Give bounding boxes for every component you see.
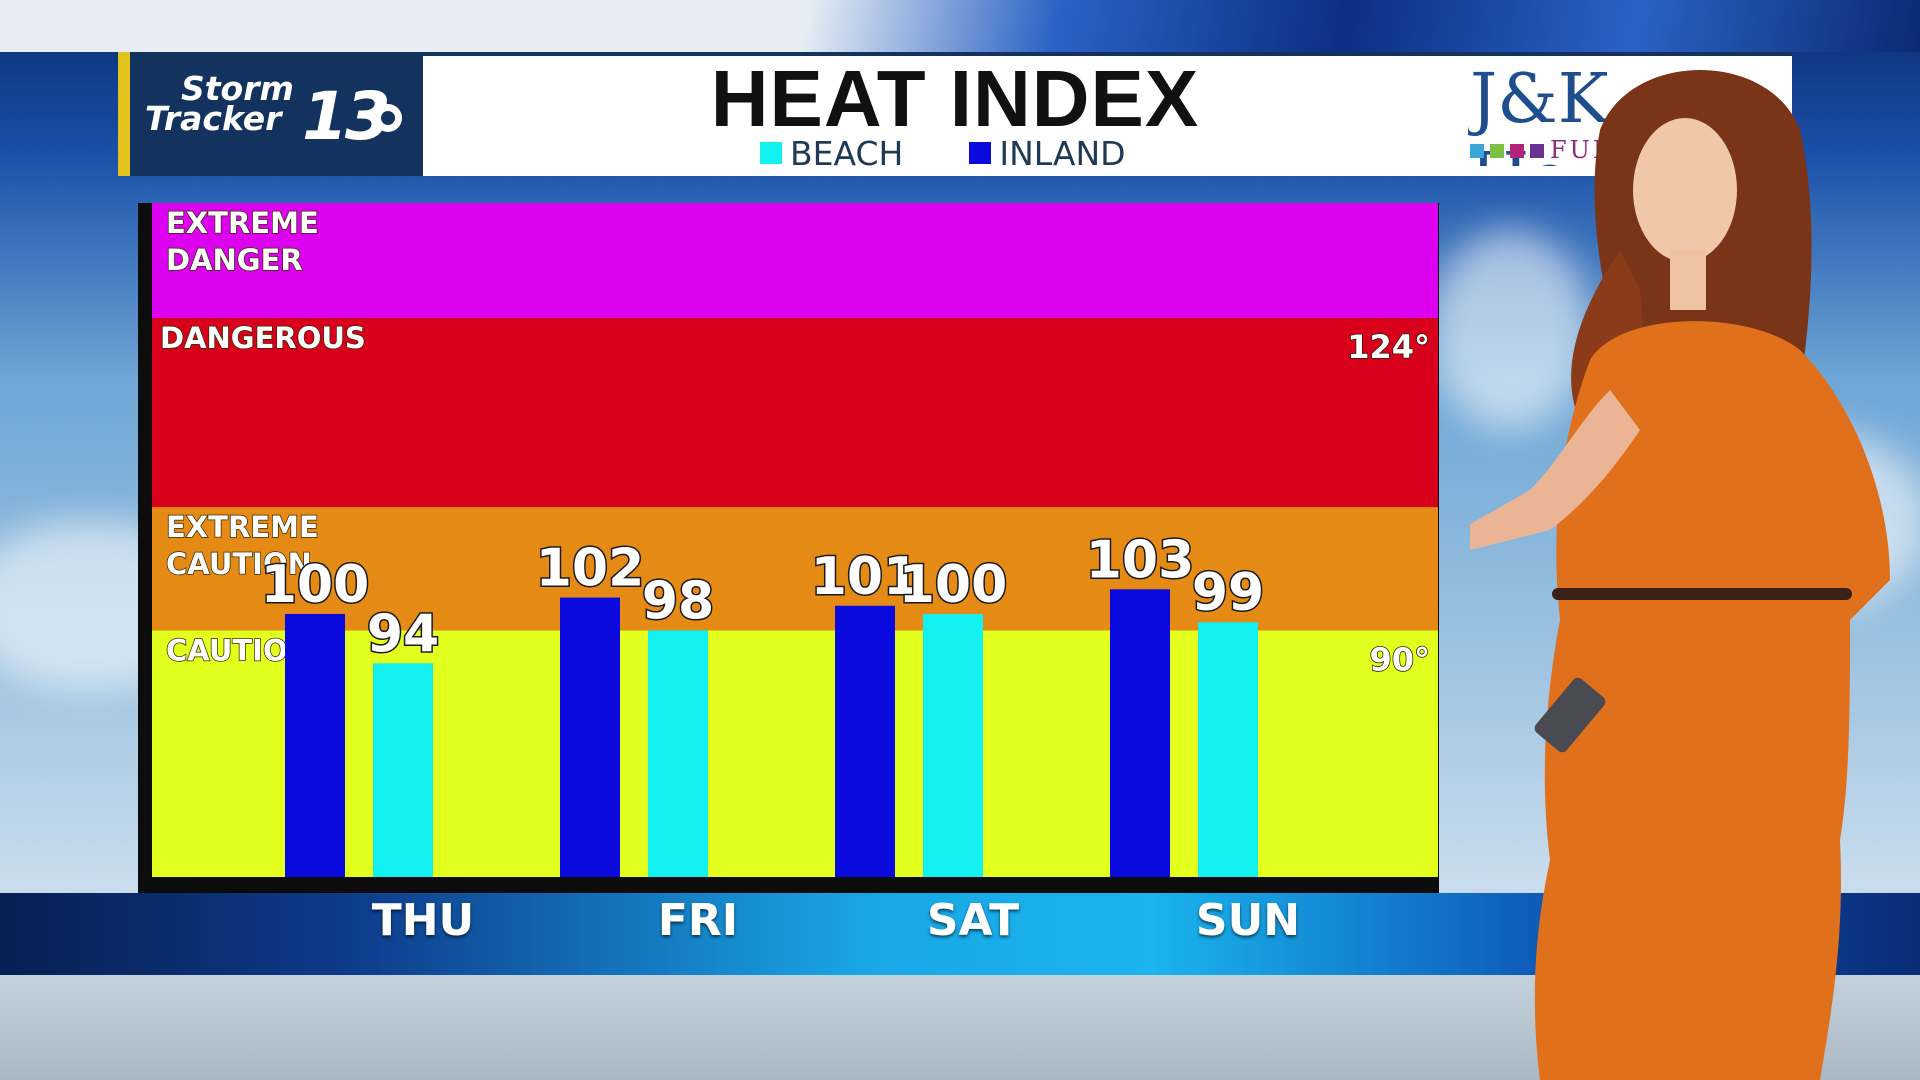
- legend-item-inland: INLAND: [969, 133, 1126, 173]
- sponsor-square: [1470, 144, 1484, 158]
- x-tick-label: SAT: [926, 895, 1020, 946]
- bar-beach: [373, 663, 433, 877]
- top-stripe: [0, 0, 1920, 52]
- logo-line-storm: Storm: [181, 69, 294, 108]
- bar-beach: [923, 613, 983, 877]
- bar-beach: [648, 630, 708, 877]
- sponsor-logo-text: J&K Ho: [1470, 60, 1609, 166]
- station-logo: [118, 52, 423, 176]
- logo-line-tracker: Tracker: [145, 99, 282, 138]
- zone-threshold-label: 90°: [1369, 640, 1430, 678]
- heat-index-chart-svg: EXTREMEDANGERDANGEROUSEXTREMECAUTIONCAUT…: [152, 203, 1438, 877]
- sponsor-square: [1490, 144, 1504, 158]
- sponsor-square: [1510, 144, 1524, 158]
- zone-threshold-label: 124°: [1347, 328, 1430, 366]
- data-label-inland: 100: [261, 555, 370, 615]
- zone-label: DANGER: [166, 243, 303, 277]
- heat-index-chart: EXTREME DANGER DANGEROUS EXTREME CAUTION CAUT…: [138, 203, 1439, 893]
- x-tick-label: SUN: [1195, 895, 1301, 946]
- bar-inland: [560, 597, 620, 877]
- presenter-belt: [1552, 588, 1852, 600]
- bar-inland: [285, 613, 345, 877]
- logo-accent-stripe: [118, 52, 130, 176]
- legend-label-beach: BEACH: [790, 133, 904, 173]
- legend-item-beach: BEACH: [760, 134, 903, 173]
- legend-label-inland: INLAND: [999, 133, 1126, 173]
- network-eye-icon: [374, 104, 402, 132]
- background-cloud: [1430, 230, 1590, 430]
- bar-inland: [835, 605, 895, 877]
- zone-label: EXTREME: [166, 510, 319, 544]
- zone-label: CAUTION: [166, 547, 312, 581]
- sponsor-square: [1530, 144, 1544, 158]
- data-label-beach: 99: [1192, 563, 1264, 623]
- presenter-dress: [1534, 321, 1890, 1080]
- hazard-zone-band: [152, 507, 1438, 631]
- chart-legend: BEACH INLAND: [760, 133, 1126, 173]
- logo-wordmark: Storm Tracker: [145, 69, 294, 138]
- x-tick-label: FRI: [657, 895, 739, 946]
- data-label-inland: 102: [536, 539, 645, 599]
- chart-title: HEAT INDEX: [710, 54, 1200, 143]
- zone-label: DANGEROUS: [160, 321, 366, 355]
- x-tick-label: THU: [371, 895, 475, 946]
- zone-label: EXTREME: [166, 206, 319, 240]
- presenter-arm: [1470, 390, 1640, 550]
- data-label-beach: 94: [367, 604, 439, 664]
- bar-inland: [1110, 589, 1170, 877]
- hazard-zone-band: [152, 318, 1438, 508]
- presenter-phone: [1534, 677, 1606, 753]
- legend-swatch-inland: [969, 142, 992, 164]
- hazard-zone-band: [152, 203, 1438, 319]
- bar-beach: [1198, 622, 1258, 877]
- data-label-beach: 98: [642, 571, 714, 631]
- presenter-face: [1633, 118, 1737, 262]
- presenter-figure: [1470, 70, 1890, 1080]
- presenter-neck: [1670, 250, 1706, 310]
- data-label-inland: 101: [811, 547, 920, 607]
- data-label-inland: 103: [1086, 530, 1195, 590]
- data-label-beach: 100: [899, 555, 1008, 615]
- legend-swatch-beach: [760, 142, 782, 164]
